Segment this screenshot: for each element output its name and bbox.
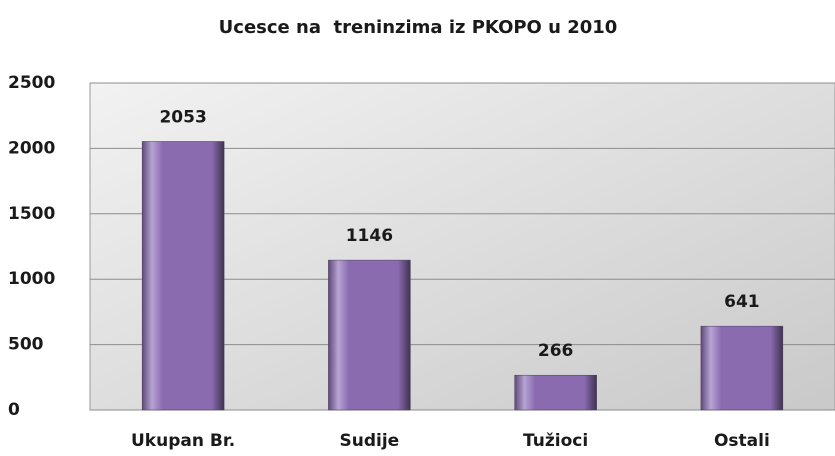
y-tick-label: 1000 xyxy=(8,269,55,289)
bar xyxy=(328,259,411,411)
data-label: 266 xyxy=(538,341,574,361)
x-tick-label: Ostali xyxy=(714,431,770,451)
x-tick-label: Sudije xyxy=(340,431,400,451)
y-tick-label: 2500 xyxy=(8,73,55,93)
y-tick-label: 0 xyxy=(8,400,20,420)
data-label: 1146 xyxy=(346,226,393,246)
y-tick-label: 2000 xyxy=(8,138,55,158)
bar xyxy=(700,325,784,411)
bar xyxy=(514,374,597,411)
y-tick-label: 500 xyxy=(8,335,44,355)
chart-title: Ucesce na treninzima iz PKOPO u 2010 xyxy=(219,17,618,38)
x-tick-label: Ukupan Br. xyxy=(131,431,235,451)
data-label: 2053 xyxy=(159,107,206,127)
y-tick-label: 1500 xyxy=(8,204,55,224)
x-tick-label: Tužioci xyxy=(523,431,588,451)
data-label: 641 xyxy=(724,292,760,312)
bar xyxy=(141,141,225,411)
